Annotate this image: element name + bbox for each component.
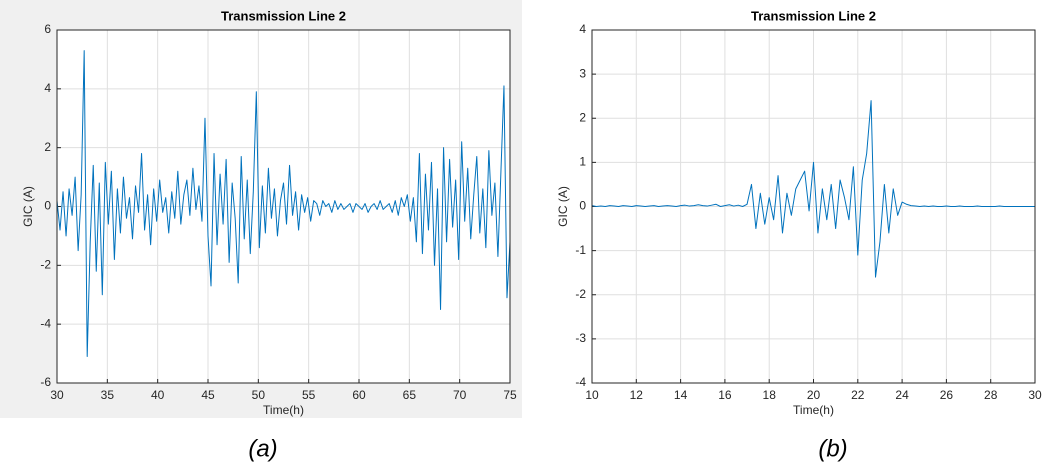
- x-axis-label: Time(h): [263, 403, 304, 417]
- x-tick-label: 12: [630, 388, 644, 402]
- x-tick-label: 75: [503, 388, 517, 402]
- x-tick-label: 24: [895, 388, 909, 402]
- y-tick-label: 0: [44, 199, 51, 213]
- y-axis-label: GIC (A): [21, 186, 35, 227]
- y-tick-label: -2: [40, 258, 51, 272]
- x-tick-label: 16: [718, 388, 732, 402]
- x-tick-label: 28: [984, 388, 998, 402]
- chart-title: Transmission Line 2: [221, 8, 346, 23]
- x-tick-label: 22: [851, 388, 865, 402]
- x-tick-label: 35: [101, 388, 115, 402]
- y-tick-label: -3: [575, 331, 586, 345]
- y-tick-label: -2: [575, 287, 586, 301]
- x-tick-label: 70: [453, 388, 467, 402]
- y-tick-label: -4: [40, 316, 51, 330]
- x-tick-label: 45: [201, 388, 215, 402]
- y-tick-label: -4: [575, 375, 586, 389]
- y-tick-label: 0: [579, 199, 586, 213]
- y-tick-label: 2: [44, 140, 51, 154]
- caption: (a): [248, 435, 277, 462]
- caption: (b): [818, 435, 847, 462]
- chart-title: Transmission Line 2: [751, 8, 876, 23]
- plot-frame: [56, 29, 511, 384]
- x-tick-label: 10: [585, 388, 599, 402]
- x-tick-label: 26: [940, 388, 954, 402]
- x-tick-label: 65: [403, 388, 417, 402]
- y-tick-label: 6: [44, 22, 51, 36]
- x-tick-label: 55: [302, 388, 316, 402]
- y-tick-label: -6: [40, 375, 51, 389]
- y-tick-label: 3: [579, 66, 586, 80]
- y-tick-label: 4: [44, 81, 51, 95]
- x-tick-label: 60: [352, 388, 366, 402]
- x-tick-label: 30: [1028, 388, 1042, 402]
- x-axis-label: Time(h): [793, 403, 834, 417]
- x-tick-label: 50: [252, 388, 266, 402]
- x-tick-label: 14: [674, 388, 688, 402]
- x-tick-label: 20: [807, 388, 821, 402]
- y-tick-label: -1: [575, 243, 586, 257]
- plot-frame: [591, 29, 1036, 384]
- x-tick-label: 30: [50, 388, 64, 402]
- x-tick-label: 18: [763, 388, 777, 402]
- y-axis-label: GIC (A): [556, 186, 570, 227]
- x-tick-label: 40: [151, 388, 165, 402]
- y-tick-label: 1: [579, 155, 586, 169]
- y-tick-label: 2: [579, 110, 586, 124]
- data-line: [56, 50, 511, 358]
- y-tick-label: 4: [579, 22, 586, 36]
- data-line: [591, 100, 1035, 278]
